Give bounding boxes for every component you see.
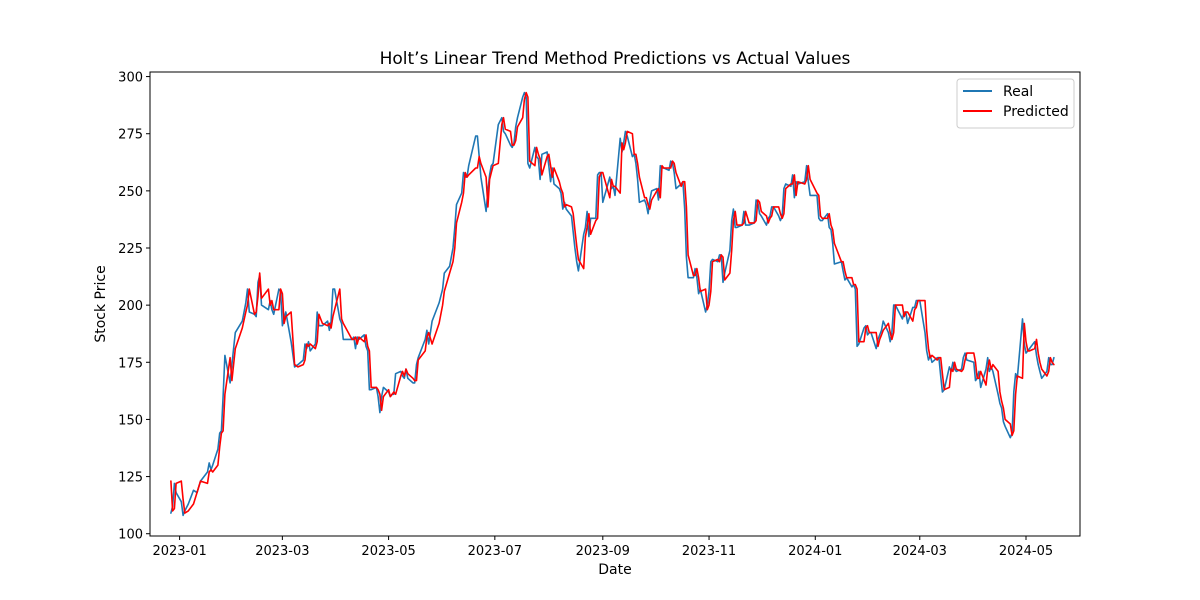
plot-series xyxy=(170,91,1055,517)
x-axis: 2023-01 2023-03 2023-05 2023-07 2023-09 2023-… xyxy=(152,536,1053,559)
y-tick-label: 150 xyxy=(118,413,143,428)
x-tick-label: 2023-01 xyxy=(152,544,206,559)
y-tick-label: 200 xyxy=(118,299,143,314)
x-tick-label: 2023-03 xyxy=(255,544,309,559)
y-tick-label: 225 xyxy=(118,242,143,257)
x-axis-label: Date xyxy=(598,562,631,578)
chart-title: Holt’s Linear Trend Method Predictions v… xyxy=(380,49,851,69)
x-tick-label: 2024-01 xyxy=(788,544,842,559)
x-tick-label: 2024-05 xyxy=(999,544,1053,559)
series-line-predicted xyxy=(170,91,1055,514)
y-axis-label: Stock Price xyxy=(93,265,109,342)
x-tick-label: 2024-03 xyxy=(893,544,947,559)
y-tick-label: 250 xyxy=(118,185,143,200)
plot-frame xyxy=(149,71,1081,537)
y-tick-label: 275 xyxy=(118,128,143,143)
series-line-real xyxy=(170,91,1055,517)
y-tick-label: 100 xyxy=(118,528,143,543)
legend-label-real: Real xyxy=(1003,84,1033,100)
x-tick-label: 2023-07 xyxy=(468,544,522,559)
x-tick-label: 2023-09 xyxy=(576,544,630,559)
x-tick-label: 2023-05 xyxy=(361,544,415,559)
y-tick-label: 175 xyxy=(118,356,143,371)
y-axis: 100 125 150 175 200 225 250 275 300 xyxy=(118,71,150,543)
y-tick-label: 300 xyxy=(118,71,143,86)
x-tick-label: 2023-11 xyxy=(682,544,736,559)
legend-label-predicted: Predicted xyxy=(1003,104,1069,120)
y-tick-label: 125 xyxy=(118,471,143,486)
legend: Real Predicted xyxy=(956,78,1075,129)
